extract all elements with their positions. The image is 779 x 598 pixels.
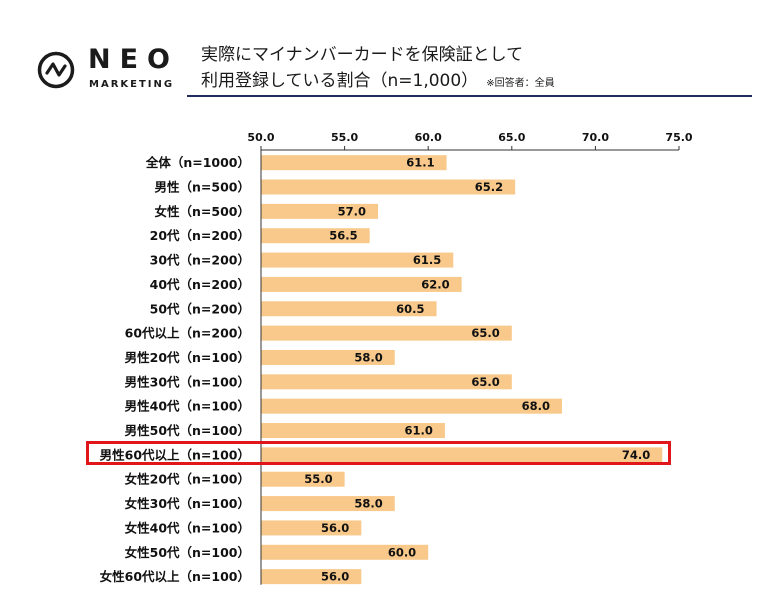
category-label: 女性20代（n=100）	[125, 472, 250, 487]
data-label: 65.2	[475, 180, 503, 194]
data-label: 57.0	[338, 204, 366, 218]
data-label: 56.0	[321, 521, 349, 535]
x-tick-label: 70.0	[582, 131, 609, 144]
x-tick-label: 75.0	[665, 131, 692, 144]
data-label: 61.0	[405, 424, 433, 438]
x-tick-label: 55.0	[331, 131, 358, 144]
category-label: 男性20代（n=100）	[125, 350, 250, 365]
data-label: 65.0	[471, 375, 499, 389]
category-label: 女性50代（n=100）	[125, 545, 250, 560]
data-label: 60.5	[396, 302, 424, 316]
category-label: 男性30代（n=100）	[125, 374, 250, 389]
data-label: 65.0	[471, 326, 499, 340]
category-label: 30代（n=200）	[150, 253, 250, 268]
x-tick-label: 65.0	[498, 131, 525, 144]
category-label: 女性40代（n=100）	[125, 520, 250, 535]
category-label: 女性（n=500）	[155, 204, 250, 219]
data-label: 61.1	[406, 156, 434, 170]
data-label: 62.0	[421, 277, 449, 291]
highlight-box	[86, 441, 671, 465]
category-label: 全体（n=1000）	[145, 155, 250, 170]
data-label: 61.5	[413, 253, 441, 267]
data-label: 55.0	[304, 472, 332, 486]
bar	[262, 399, 562, 414]
category-label: 50代（n=200）	[150, 301, 250, 316]
data-label: 60.0	[388, 545, 416, 559]
category-label: 60代以上（n=200）	[125, 326, 250, 341]
category-label: 男性50代（n=100）	[125, 423, 250, 438]
data-label: 56.5	[329, 229, 357, 243]
data-label: 68.0	[522, 399, 550, 413]
data-label: 58.0	[354, 497, 382, 511]
data-label: 56.0	[321, 570, 349, 584]
data-label: 58.0	[354, 350, 382, 364]
x-tick-label: 60.0	[415, 131, 442, 144]
category-label: 男性（n=500）	[155, 180, 250, 195]
category-label: 女性60代以上（n=100）	[100, 569, 250, 584]
category-label: 女性30代（n=100）	[125, 496, 250, 511]
bar-chart: 50.0 55.0 60.0 65.0 70.0 75.0 61.1 全体（n=1000） 65…	[0, 0, 779, 598]
category-label: 男性40代（n=100）	[125, 399, 250, 414]
category-label: 20代（n=200）	[150, 228, 250, 243]
category-label: 40代（n=200）	[150, 277, 250, 292]
x-tick-label: 50.0	[247, 131, 274, 144]
